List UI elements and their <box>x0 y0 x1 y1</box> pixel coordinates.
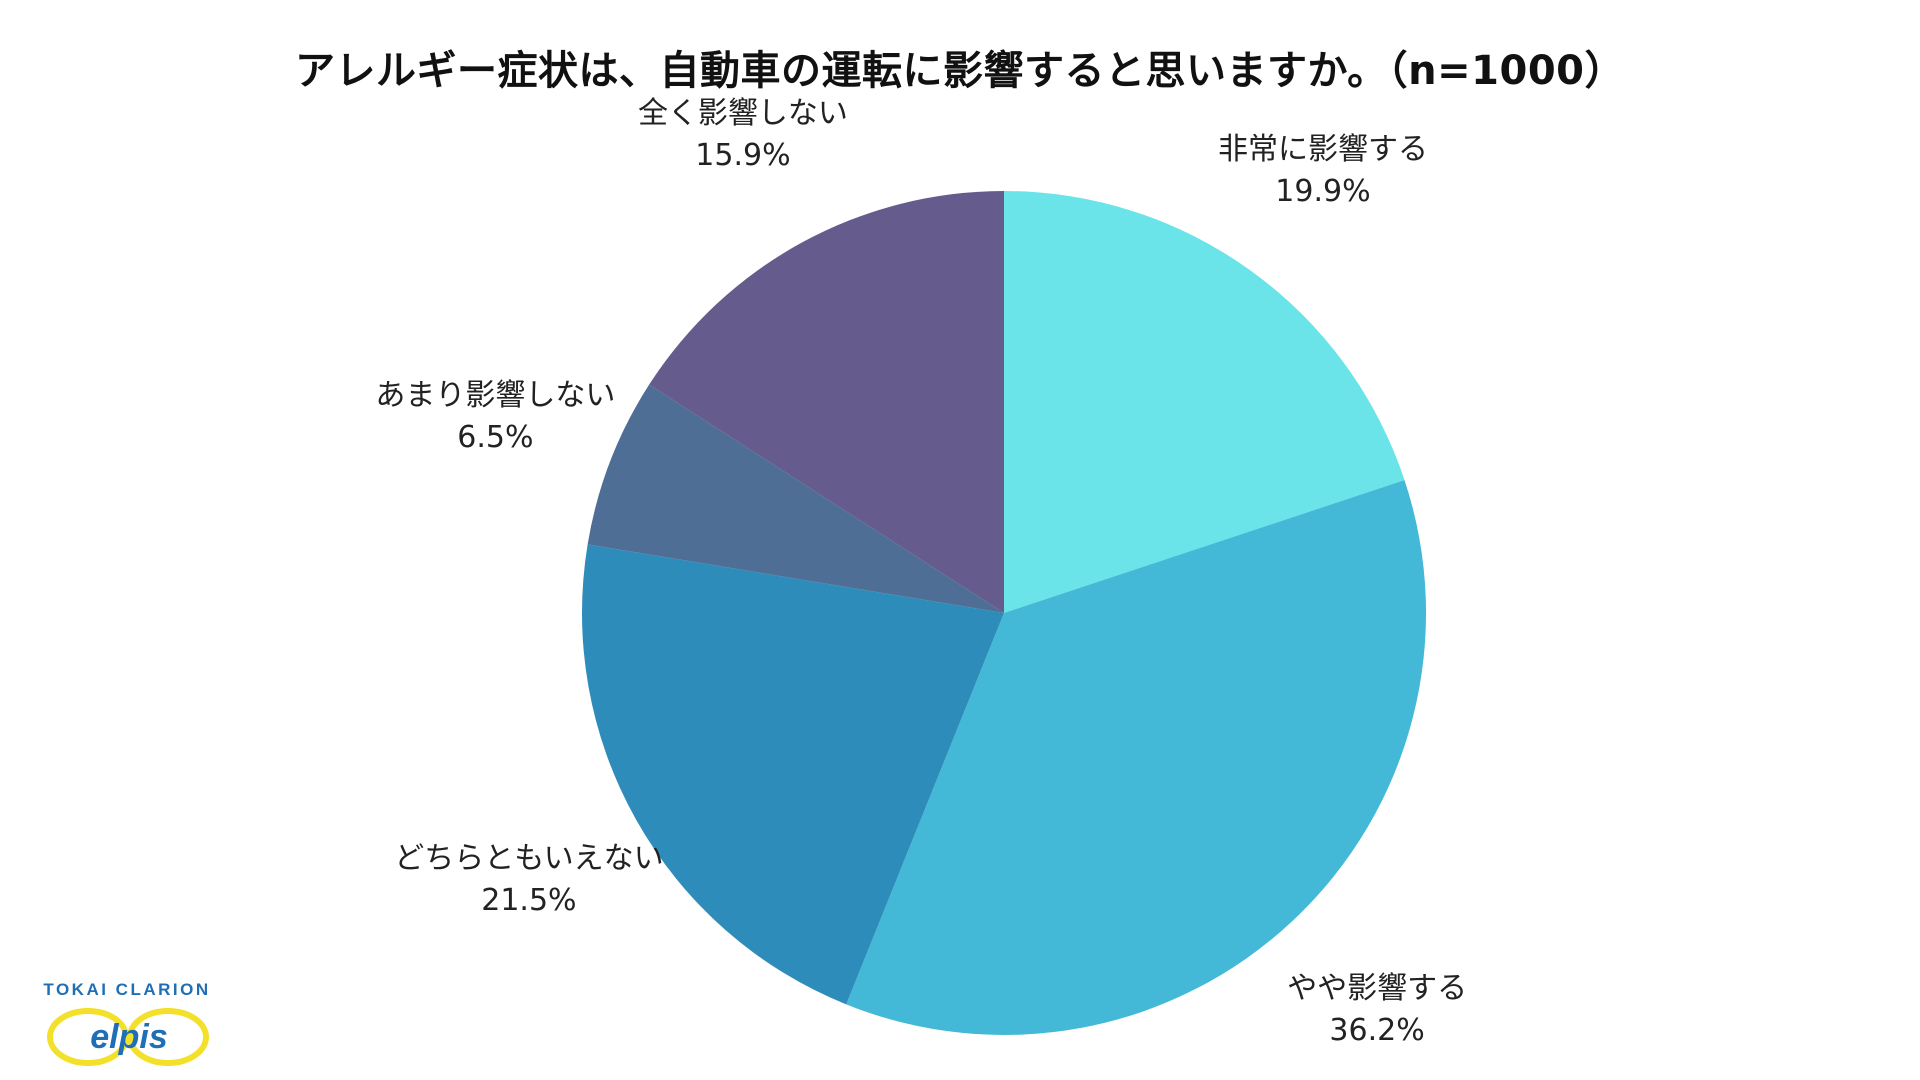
slice-label-text: やや影響する <box>1287 971 1468 1007</box>
slice-label-text: どちらともいえない <box>394 841 664 877</box>
slice-label-4: 全く影響しない 15.9% <box>638 93 848 177</box>
slice-label-text: あまり影響しない <box>375 378 616 414</box>
pie-slice-4 <box>649 191 1004 613</box>
slice-label-text: 全く影響しない <box>637 95 848 131</box>
slice-value-text: 15.9% <box>695 137 791 173</box>
slice-label-0: 非常に影響する 19.9% <box>1218 129 1428 213</box>
pie-slices <box>582 191 1427 1035</box>
pie-slice-0 <box>1004 191 1405 613</box>
slice-label-text: 非常に影響する <box>1217 132 1428 168</box>
slice-label-2: どちらともいえない 21.5% <box>394 838 663 922</box>
slice-label-1: やや影響する 36.2% <box>1287 968 1467 1052</box>
chart-title: アレルギー症状は、自動車の運転に影響すると思いますか。（n=1000） <box>294 48 1626 94</box>
company-logo: TOKAI CLARION elpis <box>22 980 232 1070</box>
pie-slice-1 <box>846 480 1427 1035</box>
logo-brand-text: TOKAI CLARION <box>43 980 211 999</box>
slice-value-text: 36.2% <box>1329 1013 1425 1049</box>
slice-value-text: 21.5% <box>481 883 577 919</box>
pie-slice-2 <box>582 544 1004 1005</box>
slice-label-3: あまり影響しない 6.5% <box>375 375 615 459</box>
elpis-logo-mark: elpis <box>47 1008 209 1066</box>
slice-value-text: 19.9% <box>1275 174 1371 210</box>
pie-slice-3 <box>587 384 1004 613</box>
slice-value-text: 6.5% <box>457 420 534 456</box>
logo-mark-text: elpis <box>90 1018 167 1056</box>
